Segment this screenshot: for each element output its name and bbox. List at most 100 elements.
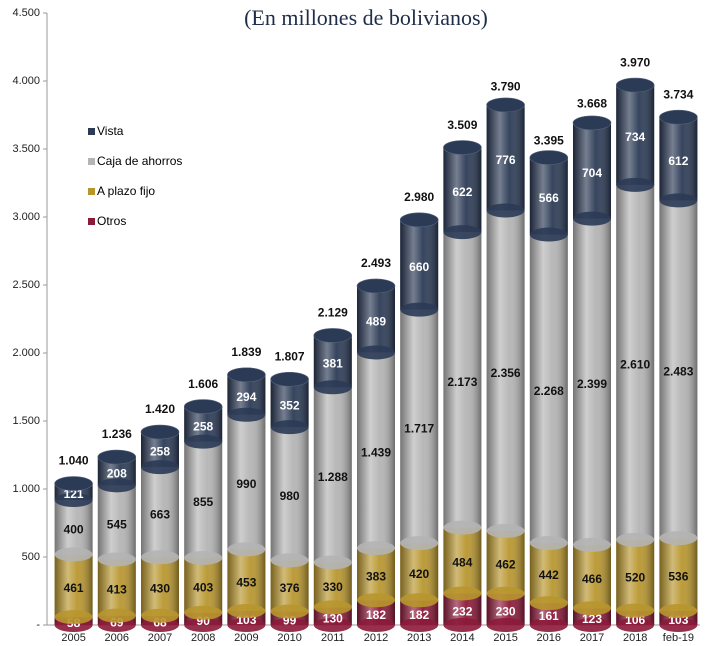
- segment-base: [659, 603, 698, 618]
- segment-shade: [443, 232, 482, 528]
- value-label: 352: [280, 398, 300, 412]
- value-label: 161: [539, 609, 559, 623]
- segment-base: [54, 493, 93, 508]
- value-label: 258: [150, 445, 170, 459]
- segment-base: [400, 618, 439, 632]
- segment-shade: [486, 104, 525, 211]
- segment-base: [184, 550, 223, 565]
- segment-base: [486, 618, 525, 632]
- segment-shade: [270, 427, 309, 561]
- cylinder-cap: [183, 399, 223, 414]
- x-tick-label: 2012: [364, 632, 388, 644]
- value-label: 230: [496, 605, 516, 619]
- cylinder-cap: [270, 371, 309, 387]
- segment-base: [270, 604, 309, 619]
- value-label: 400: [64, 522, 84, 536]
- value-label: 376: [280, 581, 300, 595]
- segment-base: [443, 520, 482, 535]
- segment-shade: [400, 309, 439, 544]
- legend-swatch: [88, 188, 95, 195]
- y-tick-label: 4.500: [12, 7, 40, 19]
- cylinder-cap: [227, 367, 266, 383]
- cylinder-cap: [486, 97, 525, 113]
- value-label: 182: [409, 608, 429, 622]
- segment-base: [97, 478, 136, 493]
- x-tick-label: 2013: [407, 632, 431, 644]
- segment-base: [227, 603, 266, 618]
- value-label: 545: [107, 518, 127, 532]
- total-label: 3.734: [663, 87, 693, 101]
- segment-base: [313, 555, 352, 570]
- segment-shade: [486, 530, 525, 594]
- segment-shade: [313, 387, 352, 563]
- segment-shade: [616, 85, 655, 185]
- value-label: 2.356: [491, 366, 521, 380]
- cylinder-cap: [54, 476, 93, 491]
- segment-base: [357, 618, 395, 632]
- segment-base: [97, 552, 136, 567]
- y-tick-label: 3.000: [12, 211, 40, 223]
- cylinder-cap: [615, 77, 655, 93]
- legend-label: Caja de ahorros: [97, 154, 182, 168]
- segment-base: [486, 523, 525, 538]
- segment-base: [486, 586, 525, 601]
- cylinder-cap: [399, 212, 439, 228]
- segment-shade: [573, 544, 611, 609]
- segment-base: [141, 608, 179, 623]
- x-tick-label: 2008: [191, 632, 215, 644]
- segment-base: [313, 618, 352, 632]
- value-label: 413: [107, 583, 127, 597]
- segment-base: [54, 547, 93, 562]
- segment-shade: [486, 210, 525, 531]
- segment-shade: [659, 200, 698, 539]
- segment-base: [270, 553, 309, 568]
- x-tick-label: feb-19: [663, 632, 694, 644]
- value-label: 704: [582, 166, 602, 180]
- segment-shade: [270, 379, 309, 428]
- x-tick-label: 2010: [277, 632, 301, 644]
- segment-base: [97, 608, 136, 623]
- segment-base: [616, 532, 655, 547]
- segment-shade: [141, 467, 179, 558]
- segment-shade: [573, 218, 611, 545]
- value-label: 1.288: [318, 470, 348, 484]
- x-tick-label: 2015: [493, 632, 517, 644]
- value-label: 612: [668, 154, 688, 168]
- value-label: 208: [107, 466, 127, 480]
- total-label: 1.040: [59, 454, 89, 468]
- segment-base: [443, 225, 482, 240]
- segment-base: [313, 600, 352, 615]
- segment-base: [184, 618, 223, 632]
- segment-shade: [529, 234, 568, 543]
- total-label: 1.606: [188, 377, 218, 391]
- segment-base: [529, 618, 568, 632]
- value-label: 776: [496, 153, 516, 167]
- value-label: 430: [150, 582, 170, 596]
- segment-base: [573, 537, 611, 552]
- segment-base: [616, 618, 655, 632]
- x-tick-label: 2017: [580, 632, 604, 644]
- y-tick-label: -: [36, 619, 40, 631]
- value-label: 2.268: [534, 384, 564, 398]
- value-label: 484: [452, 556, 472, 570]
- value-label: 420: [409, 567, 429, 581]
- segment-base: [659, 618, 698, 632]
- x-tick-label: 2011: [321, 632, 345, 644]
- segment-shade: [443, 527, 482, 594]
- legend-swatch: [88, 158, 95, 165]
- value-label: 489: [366, 314, 386, 328]
- segment-base: [270, 618, 309, 632]
- legend-label: Vista: [97, 124, 124, 138]
- segment-base: [529, 227, 568, 242]
- value-label: 383: [366, 569, 386, 583]
- segment-base: [141, 550, 179, 565]
- segment-base: [184, 605, 223, 620]
- value-label: 1.717: [404, 422, 434, 436]
- segment-base: [313, 380, 352, 395]
- y-tick-label: 4.000: [12, 75, 40, 87]
- value-label: 123: [582, 612, 602, 626]
- x-tick-label: 2005: [61, 632, 85, 644]
- x-tick-label: 2016: [537, 632, 561, 644]
- segment-base: [400, 302, 439, 317]
- total-label: 1.236: [102, 427, 132, 441]
